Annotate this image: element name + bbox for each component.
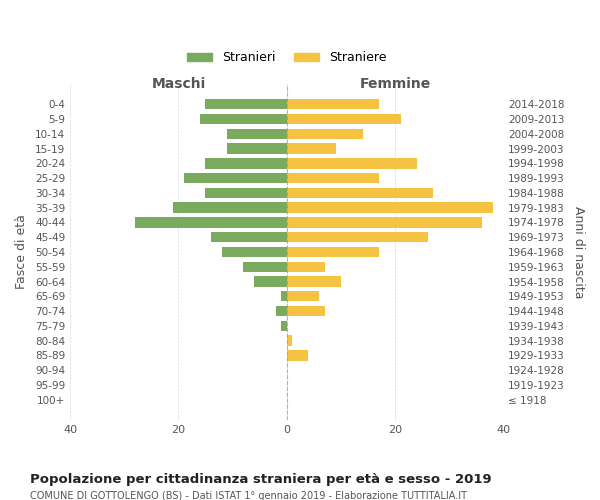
Bar xyxy=(287,232,428,242)
Bar xyxy=(287,306,325,316)
Bar xyxy=(287,128,362,139)
Bar xyxy=(227,128,287,139)
Text: Popolazione per cittadinanza straniera per età e sesso - 2019: Popolazione per cittadinanza straniera p… xyxy=(30,472,491,486)
Bar xyxy=(200,114,287,124)
Bar xyxy=(173,202,287,213)
Bar xyxy=(287,114,401,124)
Bar xyxy=(281,320,287,331)
Bar xyxy=(244,262,287,272)
Bar xyxy=(205,99,287,110)
Bar xyxy=(205,158,287,168)
Bar xyxy=(287,202,493,213)
Bar xyxy=(287,247,379,257)
Legend: Stranieri, Straniere: Stranieri, Straniere xyxy=(182,46,392,70)
Y-axis label: Anni di nascita: Anni di nascita xyxy=(572,206,585,298)
Bar xyxy=(287,99,379,110)
Bar xyxy=(287,336,292,346)
Bar xyxy=(287,144,335,154)
Bar xyxy=(287,276,341,286)
Bar xyxy=(287,291,319,302)
Y-axis label: Fasce di età: Fasce di età xyxy=(15,214,28,290)
Bar xyxy=(281,291,287,302)
Bar xyxy=(211,232,287,242)
Text: Maschi: Maschi xyxy=(151,77,206,91)
Bar xyxy=(222,247,287,257)
Bar xyxy=(205,188,287,198)
Bar xyxy=(287,262,325,272)
Bar xyxy=(287,158,417,168)
Bar xyxy=(287,188,433,198)
Bar xyxy=(254,276,287,286)
Bar xyxy=(276,306,287,316)
Bar xyxy=(184,173,287,184)
Bar xyxy=(287,173,379,184)
Text: COMUNE DI GOTTOLENGO (BS) - Dati ISTAT 1° gennaio 2019 - Elaborazione TUTTITALIA: COMUNE DI GOTTOLENGO (BS) - Dati ISTAT 1… xyxy=(30,491,467,500)
Bar xyxy=(287,350,308,360)
Bar xyxy=(227,144,287,154)
Bar xyxy=(287,218,482,228)
Bar xyxy=(135,218,287,228)
Text: Femmine: Femmine xyxy=(359,77,431,91)
